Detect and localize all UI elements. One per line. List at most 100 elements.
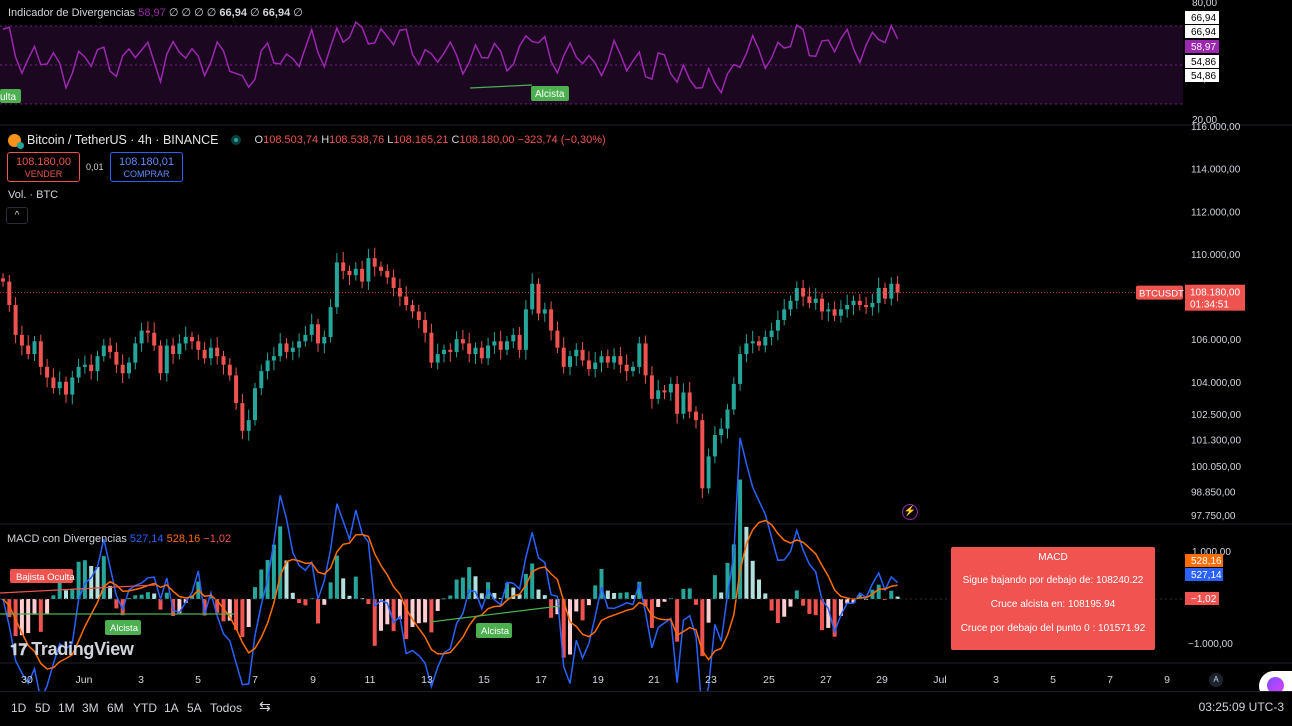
candle-body: [574, 349, 579, 357]
macd-histogram-bar: [618, 592, 623, 599]
collapse-chevron-icon[interactable]: ^: [6, 207, 28, 224]
macd-histogram-bar: [801, 599, 806, 606]
macd-histogram-bar: [694, 599, 698, 605]
candle-body: [555, 330, 560, 348]
macd-histogram-bar: [429, 599, 434, 633]
time-axis-tick: 7: [252, 674, 258, 686]
spread-value: 0,01: [86, 162, 104, 172]
candle-body: [442, 349, 446, 355]
candle-body: [788, 300, 793, 310]
candle-body: [227, 364, 232, 376]
candle-body: [643, 343, 648, 376]
price-axis-tick: 102.500,00: [1191, 410, 1241, 421]
auto-scale-icon[interactable]: A: [1209, 673, 1223, 687]
buy-button[interactable]: 108.180,01 COMPRAR: [110, 152, 183, 182]
macd-histogram-bar: [467, 567, 472, 599]
rsi-value-badge-label: 54,86: [1191, 57, 1216, 68]
macd-histogram-bar: [523, 573, 528, 599]
tf-6m[interactable]: 6M: [107, 701, 124, 715]
change-value: −323,74 (−0,30%): [517, 134, 606, 146]
candle-body: [19, 334, 24, 346]
tf-1a[interactable]: 1A: [164, 701, 179, 715]
candle-body: [127, 362, 131, 374]
price-axis-tick: 112.000,00: [1191, 207, 1241, 218]
candle-body: [278, 343, 283, 357]
candle-body: [416, 311, 421, 320]
macd-histogram-bar: [807, 599, 812, 614]
symbol-name[interactable]: Bitcoin / TetherUS · 4h · BINANCE: [27, 133, 219, 147]
bear-label: Bajista Oculta: [16, 572, 75, 583]
candle-body: [360, 268, 365, 282]
candle-body: [372, 258, 377, 267]
macd-histogram-bar: [215, 599, 220, 613]
rsi-value: 58,97: [138, 7, 166, 19]
date-range-icon[interactable]: ⇆: [259, 698, 271, 714]
candle-body: [284, 343, 289, 352]
macd-histogram-bar: [536, 589, 541, 599]
sell-button[interactable]: 108.180,00 VENDER: [7, 152, 80, 182]
candle-body: [190, 337, 194, 342]
macd-histogram-bar: [208, 596, 213, 599]
candle-body: [240, 403, 245, 431]
candle-body: [158, 345, 163, 374]
macd-histogram-bar: [719, 592, 724, 599]
macd-histogram-bar: [593, 585, 598, 599]
macd-histogram-bar: [202, 599, 207, 616]
macd-histogram-bar: [479, 593, 484, 599]
rsi-value-b: 66,94: [262, 7, 291, 19]
rsi-value-badge: [1185, 55, 1219, 68]
rsi-value-badge-label: 66,94: [1191, 13, 1216, 24]
candle-body: [95, 356, 100, 372]
macd-histogram-bar: [662, 599, 667, 602]
ohlc-values: O108.503,74 H108.538,76 L108.165,21 C108…: [254, 134, 606, 146]
lightning-icon[interactable]: ⚡: [902, 504, 918, 520]
time-axis-tick: 30: [21, 674, 33, 686]
candle-body: [246, 420, 251, 431]
countdown-label: 01:34:51: [1190, 300, 1229, 311]
macd-histogram-bar: [316, 599, 320, 624]
macd-histogram-bar: [360, 598, 365, 600]
macd-histogram-bar: [13, 599, 18, 637]
volume-label[interactable]: Vol. · BTC: [8, 189, 59, 201]
candle-body: [580, 349, 585, 361]
tf-1d[interactable]: 1D: [11, 701, 27, 715]
macd-histogram-bar: [51, 595, 56, 599]
candle-body: [820, 298, 824, 312]
price-axis-tick: 104.000,00: [1191, 378, 1241, 389]
rsi-axis-tick: 20,00: [1192, 115, 1217, 126]
tradingview-logo[interactable]: 𝟏𝟕 TradingView: [10, 639, 134, 659]
macd-histogram-bar: [240, 599, 245, 638]
symbol-header[interactable]: Bitcoin / TetherUS · 4h · BINANCE O108.5…: [8, 133, 606, 149]
macd-histogram-bar: [246, 599, 251, 627]
macd-histogram-bar: [435, 599, 440, 611]
candle-body: [177, 343, 182, 355]
tf-todos[interactable]: Todos: [210, 701, 243, 715]
candle-body: [687, 392, 692, 412]
macd-histogram-bar: [631, 595, 635, 599]
tf-1m[interactable]: 1M: [58, 701, 75, 715]
macd-histogram-bar: [561, 599, 566, 658]
candle-body: [234, 375, 239, 404]
tf-5d[interactable]: 5D: [35, 701, 51, 715]
macd-histogram-bar: [271, 544, 276, 599]
clock[interactable]: 03:25:09 UTC-3: [1198, 700, 1284, 714]
macd-histogram-bar: [227, 599, 232, 621]
candle-body: [171, 345, 176, 355]
timeframe-toolbar: 1D 5D 1M 3M 6M YTD 1A 5A Todos ⇆: [0, 691, 1292, 726]
candle-body: [782, 309, 787, 320]
tf-3m[interactable]: 3M: [82, 701, 99, 715]
macd-histogram-bar: [278, 526, 283, 599]
candle-body: [511, 334, 516, 342]
candle-body: [536, 283, 541, 314]
tf-5a[interactable]: 5A: [187, 701, 202, 715]
macd-histogram-bar: [851, 599, 856, 603]
macd-histogram-bar: [253, 587, 257, 599]
macd-histogram-bar: [322, 599, 327, 605]
candle-body: [435, 354, 440, 363]
macd-histogram-bar: [82, 560, 87, 599]
macd-histogram-bar: [605, 590, 610, 599]
tf-ytd[interactable]: YTD: [133, 701, 157, 715]
candle-body: [612, 356, 617, 363]
candle-body: [794, 287, 799, 301]
